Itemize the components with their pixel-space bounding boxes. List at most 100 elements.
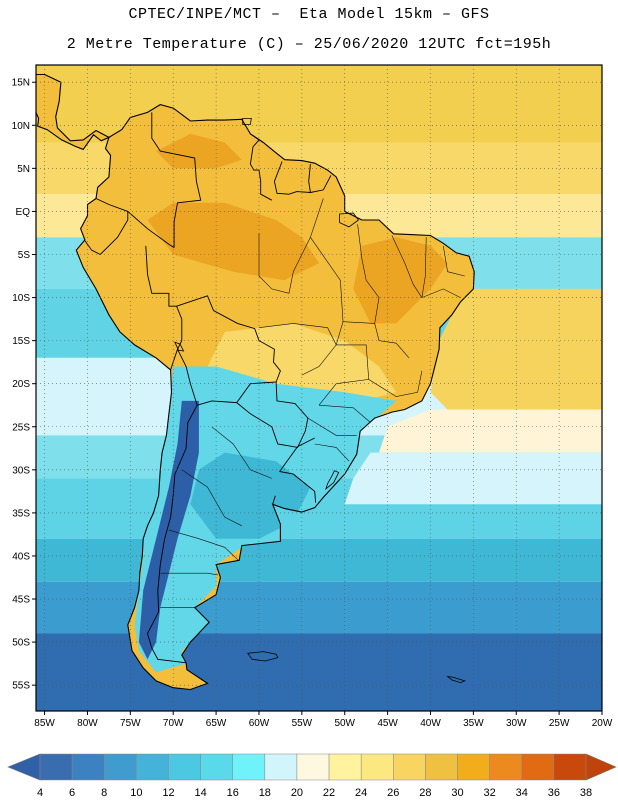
x-tick-label: 85W bbox=[34, 718, 55, 729]
country-border bbox=[279, 471, 317, 503]
colorbar-label: 34 bbox=[516, 787, 528, 799]
colorbar-label: 26 bbox=[387, 787, 399, 799]
country-border bbox=[145, 245, 183, 371]
state-border bbox=[314, 443, 350, 462]
country-border bbox=[176, 295, 281, 383]
colorbar-label: 8 bbox=[101, 787, 107, 799]
x-tick-label: 75W bbox=[120, 718, 141, 729]
x-tick-label: 50W bbox=[334, 718, 355, 729]
x-tick-label: 55W bbox=[292, 718, 313, 729]
y-tick-label: 15S bbox=[12, 336, 30, 347]
colorbar-label: 36 bbox=[548, 787, 560, 799]
colorbar-swatch bbox=[553, 753, 587, 781]
x-tick-label: 35W bbox=[463, 718, 484, 729]
colorbar-label: 12 bbox=[162, 787, 174, 799]
state-border bbox=[421, 237, 427, 298]
colorbar-label: 10 bbox=[130, 787, 142, 799]
country-border bbox=[151, 112, 202, 248]
y-tick-label: EQ bbox=[16, 207, 31, 218]
y-tick-label: 40S bbox=[12, 551, 30, 562]
colorbar-swatch bbox=[296, 753, 330, 781]
country-border bbox=[147, 404, 198, 664]
state-border bbox=[160, 572, 218, 576]
x-tick-label: 65W bbox=[206, 718, 227, 729]
atlantic-mild-zone bbox=[379, 409, 602, 453]
colorbar-label: 20 bbox=[291, 787, 303, 799]
y-tick-label: 10S bbox=[12, 293, 30, 304]
state-border bbox=[421, 288, 461, 298]
galapagos-islands bbox=[0, 213, 2, 220]
colorbar-label: 28 bbox=[419, 787, 431, 799]
state-border bbox=[368, 370, 423, 397]
falkland-islands bbox=[247, 651, 279, 662]
axis-ticks: 85W 80W 75W 70W 65W 60W 55W 50W 45W 40W 35W 30W 25W 2… bbox=[12, 78, 613, 729]
country-border bbox=[177, 348, 277, 406]
state-border bbox=[288, 198, 324, 294]
colorbar-label: 4 bbox=[37, 787, 43, 799]
country-border bbox=[84, 211, 129, 256]
colorbar-swatch bbox=[393, 753, 426, 781]
y-tick-label: 45S bbox=[12, 595, 30, 606]
x-tick-label: 70W bbox=[163, 718, 184, 729]
colorbar-swatch bbox=[71, 753, 105, 781]
state-border bbox=[342, 224, 380, 324]
lake-titicaca bbox=[174, 341, 185, 352]
colorbar-label: 16 bbox=[227, 787, 239, 799]
country-border bbox=[279, 437, 315, 472]
land-northeast-hot bbox=[353, 237, 448, 324]
x-tick-label: 40W bbox=[420, 718, 441, 729]
y-tick-label: 35S bbox=[12, 508, 30, 519]
boundary-lines-layer bbox=[0, 73, 475, 691]
marajo-island bbox=[339, 212, 359, 228]
state-border bbox=[391, 235, 423, 298]
colorbar-low-arrow bbox=[7, 753, 41, 781]
colorbar-swatch bbox=[360, 753, 394, 781]
state-border bbox=[310, 237, 344, 345]
country-border bbox=[95, 198, 175, 248]
state-border bbox=[211, 426, 272, 479]
colorbar: 4 6 8 10 12 14 16 18 20 22 24 26 28 30 32 34 36 38 bbox=[7, 753, 617, 799]
land-amazon-hot bbox=[147, 202, 319, 281]
country-border bbox=[273, 161, 290, 195]
colorbar-swatch bbox=[457, 753, 490, 781]
country-border bbox=[236, 402, 306, 448]
state-border bbox=[168, 529, 239, 561]
colorbar-label: 38 bbox=[580, 787, 592, 799]
colorbar-swatch bbox=[489, 753, 523, 781]
x-tick-label: 80W bbox=[77, 718, 98, 729]
state-border bbox=[307, 417, 357, 436]
map-frame bbox=[35, 64, 603, 712]
land-zones bbox=[78, 108, 474, 673]
central-america-land bbox=[36, 74, 109, 150]
y-tick-label: 25S bbox=[12, 422, 30, 433]
state-border bbox=[181, 469, 242, 527]
y-tick-label: 15N bbox=[12, 78, 30, 89]
country-border bbox=[272, 495, 276, 505]
colorbar-swatch bbox=[521, 753, 555, 781]
colorbar-swatch bbox=[232, 753, 266, 781]
colorbar-label: 30 bbox=[451, 787, 463, 799]
x-tick-label: 30W bbox=[506, 718, 527, 729]
state-border bbox=[318, 404, 371, 423]
y-tick-label: 5S bbox=[18, 250, 31, 261]
colorbar-swatch bbox=[264, 753, 298, 781]
colorbar-swatch bbox=[200, 753, 233, 781]
colorbar-label: 14 bbox=[194, 787, 206, 799]
colorbar-swatch bbox=[328, 753, 362, 781]
colorbar-swatch bbox=[136, 753, 169, 781]
y-tick-label: 20S bbox=[12, 379, 30, 390]
colorbar-label: 6 bbox=[69, 787, 75, 799]
ocean-band-10 bbox=[36, 633, 602, 711]
y-tick-label: 55S bbox=[12, 681, 30, 692]
y-tick-label: 50S bbox=[12, 638, 30, 649]
y-tick-label: 10N bbox=[12, 121, 30, 132]
lagoa-dos-patos bbox=[325, 470, 340, 490]
x-tick-label: 25W bbox=[549, 718, 570, 729]
colorbar-label: 32 bbox=[484, 787, 496, 799]
country-border bbox=[249, 133, 273, 201]
country-border bbox=[275, 381, 309, 432]
colorbar-label: 22 bbox=[323, 787, 335, 799]
state-border bbox=[258, 233, 290, 294]
title-line-1: CPTEC/INPE/MCT – Eta Model 15km – GFS bbox=[128, 6, 490, 23]
